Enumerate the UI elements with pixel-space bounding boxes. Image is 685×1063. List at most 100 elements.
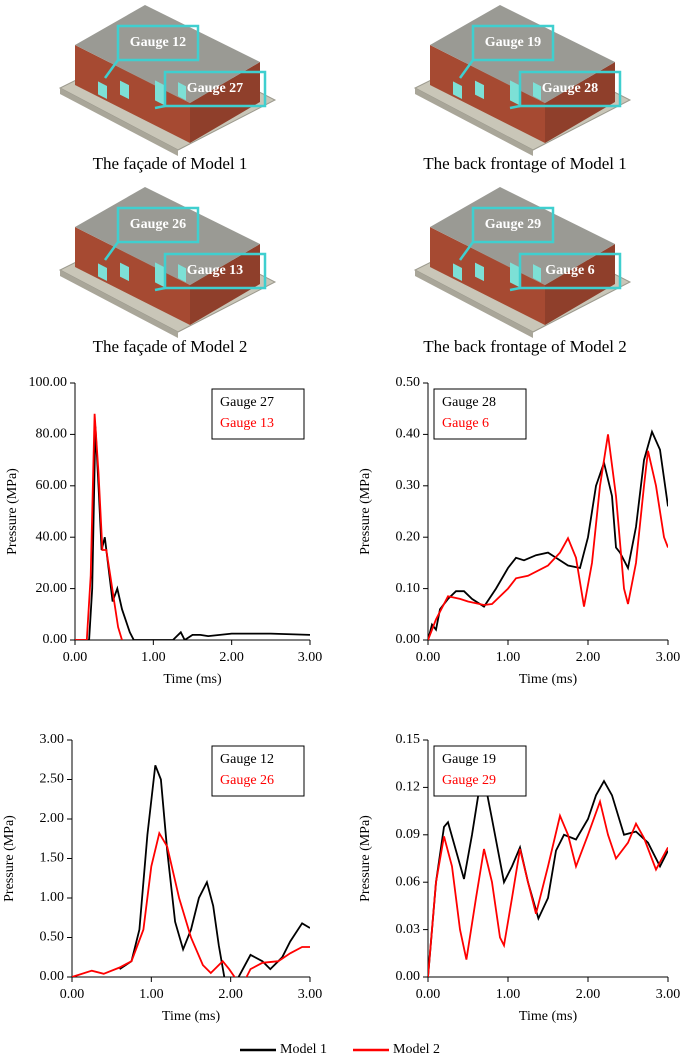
leader-line — [103, 59, 120, 79]
y-tick-label: 0.00 — [40, 969, 65, 984]
x-tick-label: 2.00 — [219, 650, 244, 665]
legend-label: Model 1 — [280, 1042, 327, 1057]
gauge-box — [471, 24, 555, 62]
y-tick-label: 60.00 — [36, 478, 68, 493]
x-tick-label: 0.00 — [416, 650, 441, 665]
legend-label: Gauge 13 — [220, 416, 274, 431]
y-axis-label: Pressure (MPa) — [2, 815, 17, 902]
series-line — [428, 429, 668, 640]
gauge-box — [518, 252, 622, 290]
gauge-labels: Gauge 12 Gauge 27 — [103, 24, 267, 110]
y-tick-label: 0.10 — [396, 581, 421, 596]
y-tick-label: 0.40 — [396, 427, 421, 442]
x-tick-label: 3.00 — [298, 987, 323, 1002]
leader-line — [458, 241, 475, 261]
series-line — [75, 426, 310, 640]
series-line — [72, 830, 310, 977]
y-tick-label: 1.00 — [40, 890, 65, 905]
y-axis-label: Pressure (MPa) — [5, 468, 20, 555]
y-tick-label: 0.15 — [396, 732, 421, 747]
building-image: Gauge 19 Gauge 28 — [414, 4, 631, 157]
legend-label: Gauge 29 — [442, 773, 496, 788]
y-tick-label: 0.12 — [396, 780, 421, 795]
x-tick-label: 1.00 — [496, 987, 521, 1002]
x-axis-label: Time (ms) — [163, 672, 222, 687]
legend-label: Gauge 26 — [220, 773, 274, 788]
x-tick-label: 3.00 — [656, 650, 681, 665]
y-tick-label: 0.30 — [396, 478, 421, 493]
gauge-labels: Gauge 26 Gauge 13 — [103, 206, 267, 292]
legend-box — [433, 388, 527, 440]
y-axis-label: Pressure (MPa) — [358, 468, 373, 555]
y-tick-label: 2.00 — [40, 811, 65, 826]
series-line — [428, 434, 668, 640]
gauge-label: Gauge 19 — [485, 35, 541, 50]
leader-line — [509, 286, 521, 292]
gauge-box — [163, 252, 267, 290]
legend-label: Model 2 — [393, 1042, 440, 1057]
y-tick-label: 0.09 — [396, 827, 421, 842]
x-tick-label: 2.00 — [576, 987, 601, 1002]
legend-box — [433, 745, 527, 797]
building-image: Gauge 26 Gauge 13 — [59, 186, 276, 339]
gauge-label: Gauge 27 — [187, 81, 243, 96]
y-tick-label: 0.06 — [396, 874, 421, 889]
x-tick-label: 1.00 — [141, 650, 166, 665]
x-tick-label: 3.00 — [298, 650, 323, 665]
legend-label: Gauge 28 — [442, 395, 496, 410]
gauge-box — [518, 70, 622, 108]
y-tick-label: 0.20 — [396, 529, 421, 544]
y-tick-label: 100.00 — [29, 375, 68, 390]
caption: The back frontage of Model 2 — [423, 337, 626, 356]
gauge-label: Gauge 28 — [542, 81, 598, 96]
gauge-label: Gauge 12 — [130, 35, 186, 50]
gauge-label: Gauge 13 — [187, 263, 243, 278]
leader-line — [103, 241, 120, 261]
caption: The façade of Model 1 — [93, 154, 248, 173]
x-tick-label: 2.00 — [218, 987, 243, 1002]
y-axis-label: Pressure (MPa) — [358, 815, 373, 902]
gauge-box — [116, 24, 200, 62]
x-tick-label: 0.00 — [63, 650, 88, 665]
building-image: Gauge 12 Gauge 27 — [59, 4, 276, 157]
gauge-label: Gauge 26 — [130, 217, 186, 232]
building — [414, 186, 631, 339]
y-tick-label: 0.00 — [396, 969, 421, 984]
leader-line — [154, 104, 166, 110]
y-tick-label: 0.03 — [396, 922, 421, 937]
x-tick-label: 0.00 — [416, 987, 441, 1002]
caption: The façade of Model 2 — [93, 337, 248, 356]
gauge-label: Gauge 6 — [545, 263, 594, 278]
series-line — [119, 764, 310, 977]
legend-box — [211, 745, 305, 797]
y-tick-label: 80.00 — [36, 427, 68, 442]
y-tick-label: 2.50 — [40, 772, 65, 787]
caption: The back frontage of Model 1 — [423, 154, 626, 173]
x-tick-label: 0.00 — [60, 987, 85, 1002]
gauge-box — [163, 70, 267, 108]
legend-label: Gauge 19 — [442, 752, 496, 767]
gauge-label: Gauge 29 — [485, 217, 541, 232]
legend-label: Gauge 6 — [442, 416, 489, 431]
gauge-box — [116, 206, 200, 244]
x-tick-label: 1.00 — [496, 650, 521, 665]
gauge-box — [471, 206, 555, 244]
legend-label: Gauge 27 — [220, 395, 274, 410]
series-line — [428, 798, 668, 977]
leader-line — [458, 59, 475, 79]
legend-box — [211, 388, 305, 440]
y-tick-label: 20.00 — [36, 581, 68, 596]
series-line — [75, 413, 123, 640]
x-tick-label: 3.00 — [656, 987, 681, 1002]
leader-line — [154, 286, 166, 292]
x-axis-label: Time (ms) — [519, 1009, 578, 1024]
y-tick-label: 1.50 — [40, 851, 65, 866]
gauge-labels: Gauge 19 Gauge 28 — [458, 24, 622, 110]
x-tick-label: 2.00 — [576, 650, 601, 665]
y-tick-label: 0.50 — [396, 375, 421, 390]
leader-line — [509, 104, 521, 110]
y-tick-label: 0.50 — [40, 930, 65, 945]
y-tick-label: 0.00 — [43, 632, 68, 647]
gauge-labels: Gauge 29 Gauge 6 — [458, 206, 622, 292]
